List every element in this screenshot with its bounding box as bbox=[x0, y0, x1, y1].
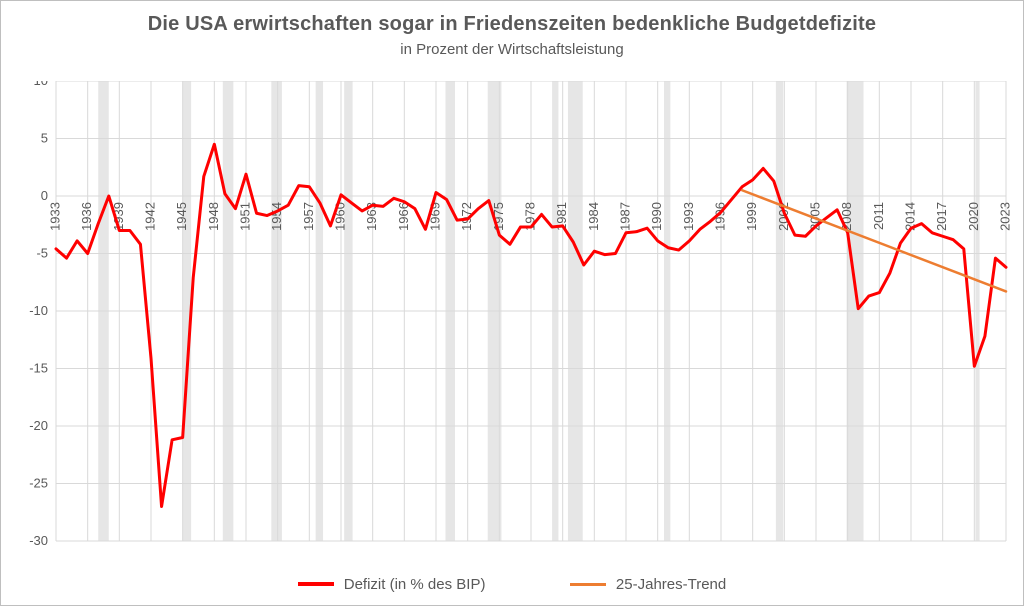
svg-text:-5: -5 bbox=[36, 246, 48, 261]
plot-area: -30-25-20-15-10-505101933193619391942194… bbox=[56, 81, 1006, 541]
svg-text:-15: -15 bbox=[29, 361, 48, 376]
svg-text:-10: -10 bbox=[29, 303, 48, 318]
chart-frame: Die USA erwirtschaften sogar in Friedens… bbox=[0, 0, 1024, 606]
legend: Defizit (in % des BIP) 25-Jahres-Trend bbox=[1, 573, 1023, 593]
svg-text:1954: 1954 bbox=[269, 202, 284, 231]
svg-text:-30: -30 bbox=[29, 533, 48, 548]
svg-text:2023: 2023 bbox=[997, 202, 1011, 231]
svg-text:1945: 1945 bbox=[174, 202, 189, 231]
svg-text:1990: 1990 bbox=[649, 202, 664, 231]
legend-swatch-trend bbox=[570, 583, 606, 586]
svg-text:5: 5 bbox=[41, 131, 48, 146]
chart-svg: -30-25-20-15-10-505101933193619391942194… bbox=[16, 81, 1011, 596]
chart-subtitle: in Prozent der Wirtschaftsleistung bbox=[1, 41, 1023, 58]
svg-text:1993: 1993 bbox=[681, 202, 696, 231]
legend-label-trend: 25-Jahres-Trend bbox=[616, 576, 726, 593]
svg-text:-25: -25 bbox=[29, 476, 48, 491]
svg-text:1933: 1933 bbox=[47, 202, 62, 231]
svg-text:-20: -20 bbox=[29, 418, 48, 433]
svg-text:1936: 1936 bbox=[79, 202, 94, 231]
svg-text:1951: 1951 bbox=[237, 202, 252, 231]
legend-label-deficit: Defizit (in % des BIP) bbox=[344, 576, 486, 593]
svg-text:1966: 1966 bbox=[396, 202, 411, 231]
svg-text:1999: 1999 bbox=[744, 202, 759, 231]
svg-text:1942: 1942 bbox=[142, 202, 157, 231]
svg-text:2011: 2011 bbox=[871, 202, 886, 230]
chart-title: Die USA erwirtschaften sogar in Friedens… bbox=[1, 13, 1023, 36]
svg-text:1984: 1984 bbox=[586, 202, 601, 231]
legend-swatch-deficit bbox=[298, 582, 334, 586]
svg-text:0: 0 bbox=[41, 188, 48, 203]
svg-text:2017: 2017 bbox=[934, 202, 949, 231]
svg-text:10: 10 bbox=[34, 81, 48, 88]
svg-text:1948: 1948 bbox=[206, 202, 221, 231]
svg-text:2020: 2020 bbox=[966, 202, 981, 231]
svg-text:1987: 1987 bbox=[617, 202, 632, 231]
legend-item-deficit: Defizit (in % des BIP) bbox=[298, 576, 486, 593]
legend-item-trend: 25-Jahres-Trend bbox=[570, 576, 726, 593]
svg-text:1957: 1957 bbox=[301, 202, 316, 231]
